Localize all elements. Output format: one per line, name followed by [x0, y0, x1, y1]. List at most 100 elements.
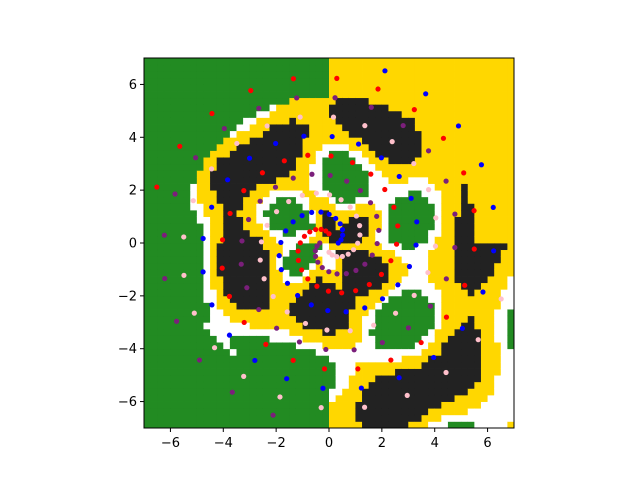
- region-cell: [269, 196, 277, 204]
- region-cell: [474, 163, 482, 171]
- region-cell: [163, 381, 171, 389]
- region-cell: [210, 394, 218, 402]
- region-cell: [269, 309, 277, 317]
- region-cell: [401, 91, 409, 99]
- region-cell: [302, 328, 310, 336]
- region-cell: [196, 302, 204, 310]
- region-cell: [309, 289, 317, 297]
- region-cell: [461, 58, 469, 66]
- region-cell: [375, 91, 383, 99]
- region-cell: [454, 71, 462, 79]
- region-cell: [210, 64, 218, 72]
- region-cell: [414, 249, 422, 257]
- region-cell: [480, 183, 488, 191]
- region-cell: [474, 91, 482, 99]
- region-cell: [507, 295, 514, 303]
- region-cell: [388, 229, 396, 237]
- region-cell: [461, 110, 469, 118]
- region-cell: [157, 71, 165, 79]
- region-cell: [381, 130, 389, 138]
- region-cell: [309, 361, 317, 369]
- data-point: [330, 114, 337, 120]
- region-cell: [170, 124, 178, 132]
- region-cell: [401, 401, 409, 409]
- region-cell: [236, 276, 244, 284]
- region-cell: [395, 84, 403, 92]
- region-cell: [216, 110, 224, 118]
- region-cell: [480, 143, 488, 151]
- region-cell: [447, 355, 455, 363]
- data-point: [368, 104, 374, 110]
- region-cell: [348, 150, 356, 158]
- data-point: [379, 339, 385, 346]
- region-cell: [428, 77, 436, 85]
- region-cell: [302, 348, 310, 356]
- region-cell: [210, 388, 218, 396]
- region-cell: [500, 190, 508, 198]
- region-cell: [236, 64, 244, 72]
- region-cell: [348, 117, 356, 125]
- region-cell: [494, 190, 502, 198]
- region-cell: [236, 84, 244, 92]
- region-cell: [269, 216, 277, 224]
- region-cell: [163, 117, 171, 125]
- region-cell: [322, 295, 330, 303]
- region-cell: [487, 71, 495, 79]
- region-cell: [269, 388, 277, 396]
- region-cell: [249, 348, 257, 356]
- region-cell: [210, 91, 218, 99]
- region-cell: [421, 236, 429, 244]
- region-cell: [295, 91, 303, 99]
- region-cell: [335, 150, 343, 158]
- region-cell: [368, 110, 376, 118]
- region-cell: [210, 408, 218, 416]
- region-cell: [315, 163, 323, 171]
- region-cell: [487, 163, 495, 171]
- region-cell: [342, 64, 350, 72]
- region-cell: [500, 408, 508, 416]
- region-cell: [395, 414, 403, 422]
- region-cell: [203, 302, 211, 310]
- region-cell: [150, 64, 158, 72]
- region-cell: [342, 170, 350, 178]
- region-cell: [210, 368, 218, 376]
- region-cell: [295, 269, 303, 277]
- region-cell: [395, 157, 403, 165]
- region-cell: [388, 282, 396, 290]
- region-cell: [348, 64, 356, 72]
- region-cell: [342, 124, 350, 132]
- region-cell: [368, 183, 376, 191]
- region-cell: [302, 289, 310, 297]
- region-cell: [362, 256, 370, 264]
- data-point: [374, 213, 380, 219]
- data-point: [278, 239, 284, 246]
- region-cell: [190, 71, 198, 79]
- region-cell: [170, 414, 178, 422]
- region-cell: [157, 269, 165, 277]
- region-cell: [289, 328, 297, 336]
- region-cell: [216, 414, 224, 422]
- region-cell: [302, 196, 310, 204]
- region-cell: [467, 64, 475, 72]
- region-cell: [388, 414, 396, 422]
- region-cell: [355, 71, 363, 79]
- region-cell: [401, 71, 409, 79]
- region-cell: [428, 328, 436, 336]
- region-cell: [282, 421, 290, 428]
- region-cell: [414, 229, 422, 237]
- data-point: [461, 170, 467, 176]
- region-cell: [302, 302, 310, 310]
- region-cell: [216, 276, 224, 284]
- region-cell: [414, 71, 422, 79]
- region-cell: [150, 130, 158, 138]
- region-cell: [223, 77, 231, 85]
- region-cell: [157, 289, 165, 297]
- region-cell: [487, 355, 495, 363]
- region-cell: [243, 355, 251, 363]
- data-point: [313, 190, 319, 196]
- region-cell: [388, 309, 396, 317]
- region-cell: [447, 58, 455, 66]
- region-cell: [243, 276, 251, 284]
- region-cell: [177, 183, 185, 191]
